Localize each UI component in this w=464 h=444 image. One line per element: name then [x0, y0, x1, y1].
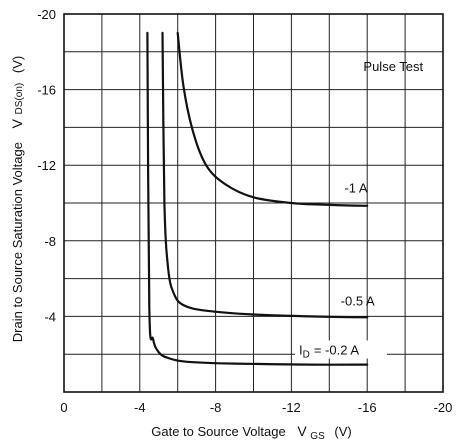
x-axis-symbol: V — [297, 423, 307, 439]
y-axis-title: Drain to Source Saturation Voltage V DS(… — [9, 56, 25, 342]
pulse-test-annotation: Pulse Test — [363, 59, 423, 74]
y-axis-symbol: V — [9, 118, 25, 128]
series-label-0-5a: -0.5 A — [341, 294, 375, 309]
y-tick-label: -8 — [44, 234, 56, 249]
series-labels: -1 A -0.5 A ID = -0.2 A — [294, 180, 387, 360]
series-label-1a: -1 A — [344, 180, 367, 195]
y-tick-label: -12 — [37, 158, 56, 173]
x-tick-label: -4 — [134, 400, 146, 415]
y-tick-label: -20 — [37, 7, 56, 22]
y-tick-label: -16 — [37, 83, 56, 98]
x-tick-label: 0 — [60, 400, 67, 415]
series-label-0-2a: ID = -0.2 A — [299, 342, 359, 360]
x-axis-subscript: GS — [310, 431, 325, 442]
x-axis-unit: (V) — [334, 424, 351, 439]
x-tick-label: -12 — [282, 400, 301, 415]
x-axis-title: Gate to Source Voltage V GS (V) — [151, 423, 351, 442]
tick-labels: 0 -4 -8 -12 -16 -20 -4 -8 -12 -16 -20 — [37, 7, 452, 415]
grid-lines — [64, 14, 443, 392]
series-curve-0-2a — [146, 31, 369, 366]
series-label-backing — [294, 340, 387, 359]
series-curves — [146, 31, 369, 366]
y-axis-unit: (V) — [10, 56, 25, 73]
plot-frame — [63, 13, 444, 393]
x-tick-label: -16 — [358, 400, 377, 415]
series-curve-1a — [176, 31, 369, 207]
y-axis-subscript: DS(on) — [14, 83, 25, 115]
x-tick-label: -8 — [210, 400, 222, 415]
x-tick-label: -20 — [434, 400, 453, 415]
y-tick-label: -4 — [44, 309, 56, 324]
series-curve-0-5a — [161, 31, 369, 319]
y-axis-title-text: Drain to Source Saturation Voltage — [10, 142, 25, 342]
x-axis-title-text: Gate to Source Voltage — [151, 424, 285, 439]
